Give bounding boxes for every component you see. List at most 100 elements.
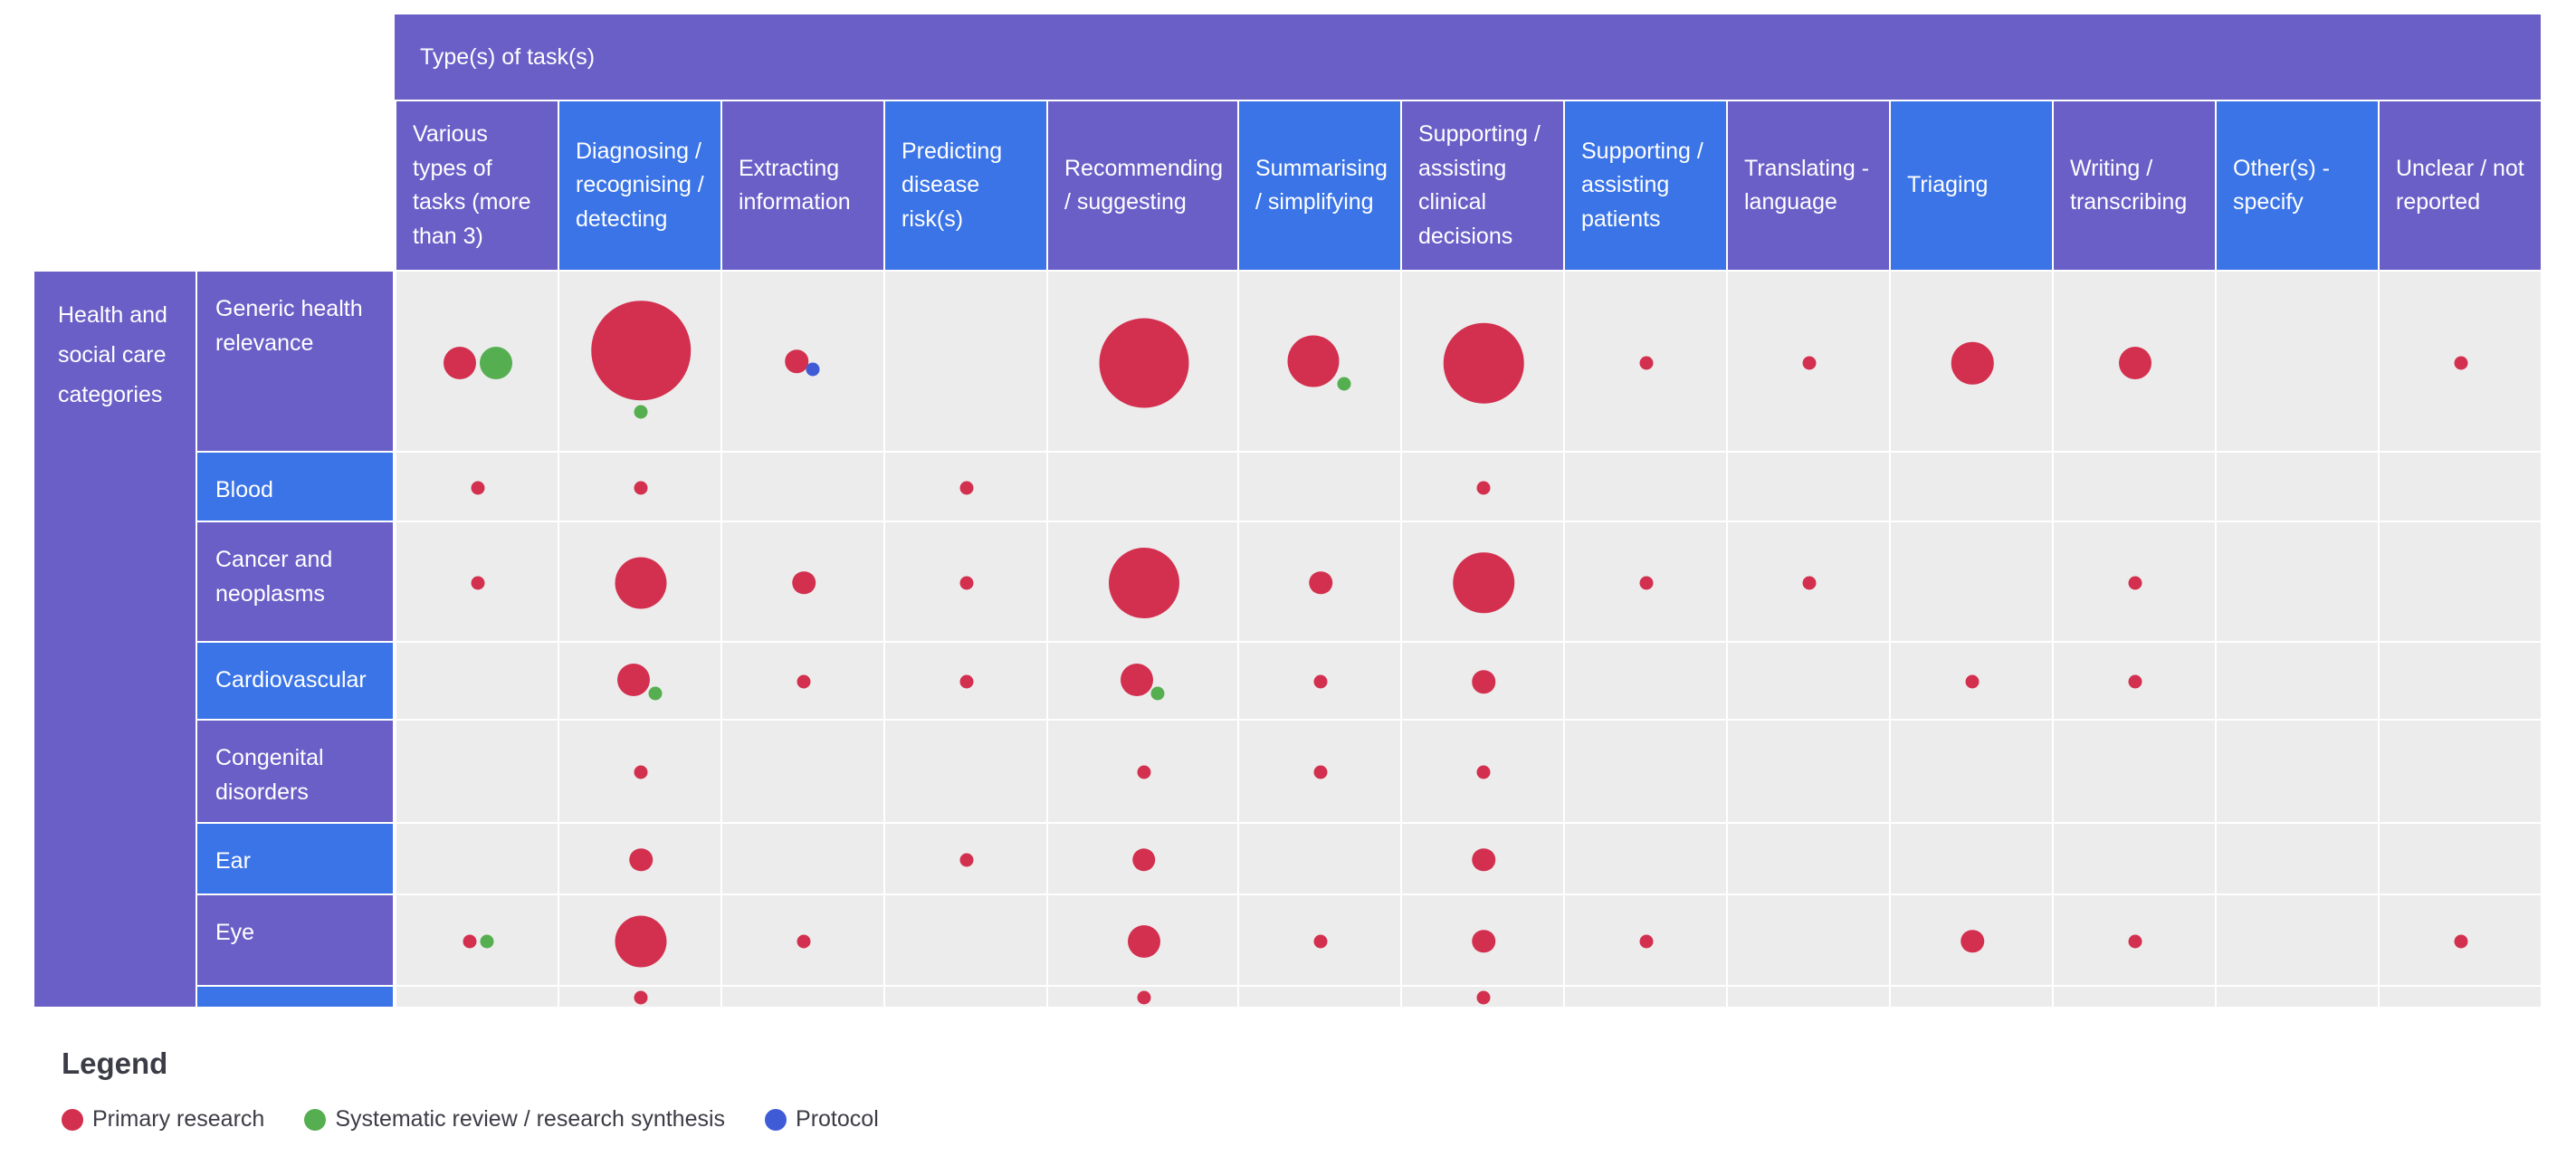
primary-bubble[interactable] (2128, 576, 2142, 589)
systematic-bubble[interactable] (480, 934, 493, 948)
primary-bubble[interactable] (615, 557, 667, 608)
grid-cell[interactable] (2054, 453, 2215, 521)
grid-cell[interactable] (2217, 522, 2378, 641)
primary-bubble[interactable] (634, 990, 648, 1005)
primary-bubble[interactable] (615, 915, 667, 967)
primary-bubble[interactable] (1472, 670, 1495, 693)
grid-cell[interactable] (885, 272, 1046, 451)
grid-cell[interactable] (2217, 824, 2378, 894)
primary-bubble[interactable] (1120, 664, 1153, 696)
primary-bubble[interactable] (617, 664, 650, 696)
grid-cell[interactable] (1565, 987, 1726, 1007)
grid-cell[interactable] (1728, 895, 1889, 985)
primary-bubble[interactable] (471, 576, 485, 589)
primary-bubble[interactable] (1099, 318, 1188, 408)
primary-bubble[interactable] (463, 934, 476, 948)
grid-cell[interactable] (2217, 453, 2378, 521)
systematic-bubble[interactable] (1337, 377, 1351, 391)
grid-cell[interactable] (885, 987, 1046, 1007)
primary-bubble[interactable] (1443, 322, 1524, 404)
grid-cell[interactable] (396, 895, 558, 985)
primary-bubble[interactable] (1965, 674, 1980, 689)
grid-cell[interactable] (2054, 987, 2215, 1007)
primary-bubble[interactable] (1137, 990, 1150, 1005)
systematic-bubble[interactable] (648, 686, 662, 700)
grid-cell[interactable] (1048, 453, 1237, 521)
primary-bubble[interactable] (1951, 341, 1994, 385)
grid-cell[interactable] (2380, 453, 2541, 521)
primary-bubble[interactable] (1137, 765, 1150, 779)
grid-cell[interactable] (885, 895, 1046, 985)
primary-bubble[interactable] (444, 347, 476, 379)
grid-cell[interactable] (396, 272, 558, 451)
primary-bubble[interactable] (1639, 356, 1654, 370)
grid-cell[interactable] (1891, 721, 2052, 822)
grid-cell[interactable] (2054, 721, 2215, 822)
primary-bubble[interactable] (1472, 847, 1495, 872)
primary-bubble[interactable] (959, 674, 974, 689)
primary-bubble[interactable] (629, 847, 653, 872)
grid-cell[interactable] (1728, 453, 1889, 521)
primary-bubble[interactable] (2128, 934, 2142, 948)
primary-bubble[interactable] (2119, 347, 2151, 379)
grid-cell[interactable] (1565, 824, 1726, 894)
primary-bubble[interactable] (634, 481, 648, 494)
grid-cell[interactable] (2217, 987, 2378, 1007)
primary-bubble[interactable] (1802, 576, 1817, 589)
primary-bubble[interactable] (634, 765, 648, 779)
grid-cell[interactable] (396, 721, 558, 822)
grid-cell[interactable] (885, 721, 1046, 822)
grid-cell[interactable] (1891, 522, 2052, 641)
grid-cell[interactable] (396, 824, 558, 894)
grid-cell[interactable] (1728, 721, 1889, 822)
primary-bubble[interactable] (1108, 547, 1179, 618)
primary-bubble[interactable] (1476, 481, 1491, 494)
grid-cell[interactable] (1728, 987, 1889, 1007)
primary-bubble[interactable] (1131, 847, 1156, 872)
primary-bubble[interactable] (1802, 356, 1817, 370)
grid-cell[interactable] (2380, 987, 2541, 1007)
primary-bubble[interactable] (1309, 570, 1332, 595)
grid-cell[interactable] (1565, 643, 1726, 719)
primary-bubble[interactable] (2454, 356, 2468, 370)
grid-cell[interactable] (2217, 643, 2378, 719)
primary-bubble[interactable] (959, 853, 974, 866)
systematic-bubble[interactable] (480, 347, 512, 379)
grid-cell[interactable] (2054, 824, 2215, 894)
protocol-bubble[interactable] (806, 362, 820, 377)
primary-bubble[interactable] (1313, 934, 1328, 948)
primary-bubble[interactable] (591, 301, 691, 400)
primary-bubble[interactable] (785, 349, 808, 373)
primary-bubble[interactable] (2454, 934, 2468, 948)
primary-bubble[interactable] (959, 576, 974, 589)
primary-bubble[interactable] (1639, 934, 1654, 948)
grid-cell[interactable] (1239, 824, 1400, 894)
primary-bubble[interactable] (792, 570, 816, 595)
grid-cell[interactable] (1891, 987, 2052, 1007)
grid-cell[interactable] (396, 987, 558, 1007)
grid-cell[interactable] (2380, 824, 2541, 894)
primary-bubble[interactable] (959, 481, 974, 494)
grid-cell[interactable] (1728, 643, 1889, 719)
grid-cell[interactable] (722, 824, 883, 894)
grid-cell[interactable] (2380, 522, 2541, 641)
grid-cell[interactable] (1565, 453, 1726, 521)
primary-bubble[interactable] (1472, 929, 1495, 953)
grid-cell[interactable] (1891, 824, 2052, 894)
systematic-bubble[interactable] (1150, 686, 1165, 700)
grid-cell[interactable] (2217, 721, 2378, 822)
primary-bubble[interactable] (1127, 924, 1160, 958)
grid-cell[interactable] (1565, 721, 1726, 822)
grid-cell[interactable] (1728, 824, 1889, 894)
grid-cell[interactable] (1239, 987, 1400, 1007)
primary-bubble[interactable] (1476, 990, 1491, 1005)
primary-bubble[interactable] (1313, 765, 1328, 779)
grid-cell[interactable] (1891, 453, 2052, 521)
grid-cell[interactable] (396, 643, 558, 719)
primary-bubble[interactable] (797, 674, 811, 689)
primary-bubble[interactable] (1961, 929, 1984, 953)
primary-bubble[interactable] (1476, 765, 1491, 779)
primary-bubble[interactable] (1453, 551, 1514, 614)
primary-bubble[interactable] (1639, 576, 1654, 589)
grid-cell[interactable] (2380, 721, 2541, 822)
